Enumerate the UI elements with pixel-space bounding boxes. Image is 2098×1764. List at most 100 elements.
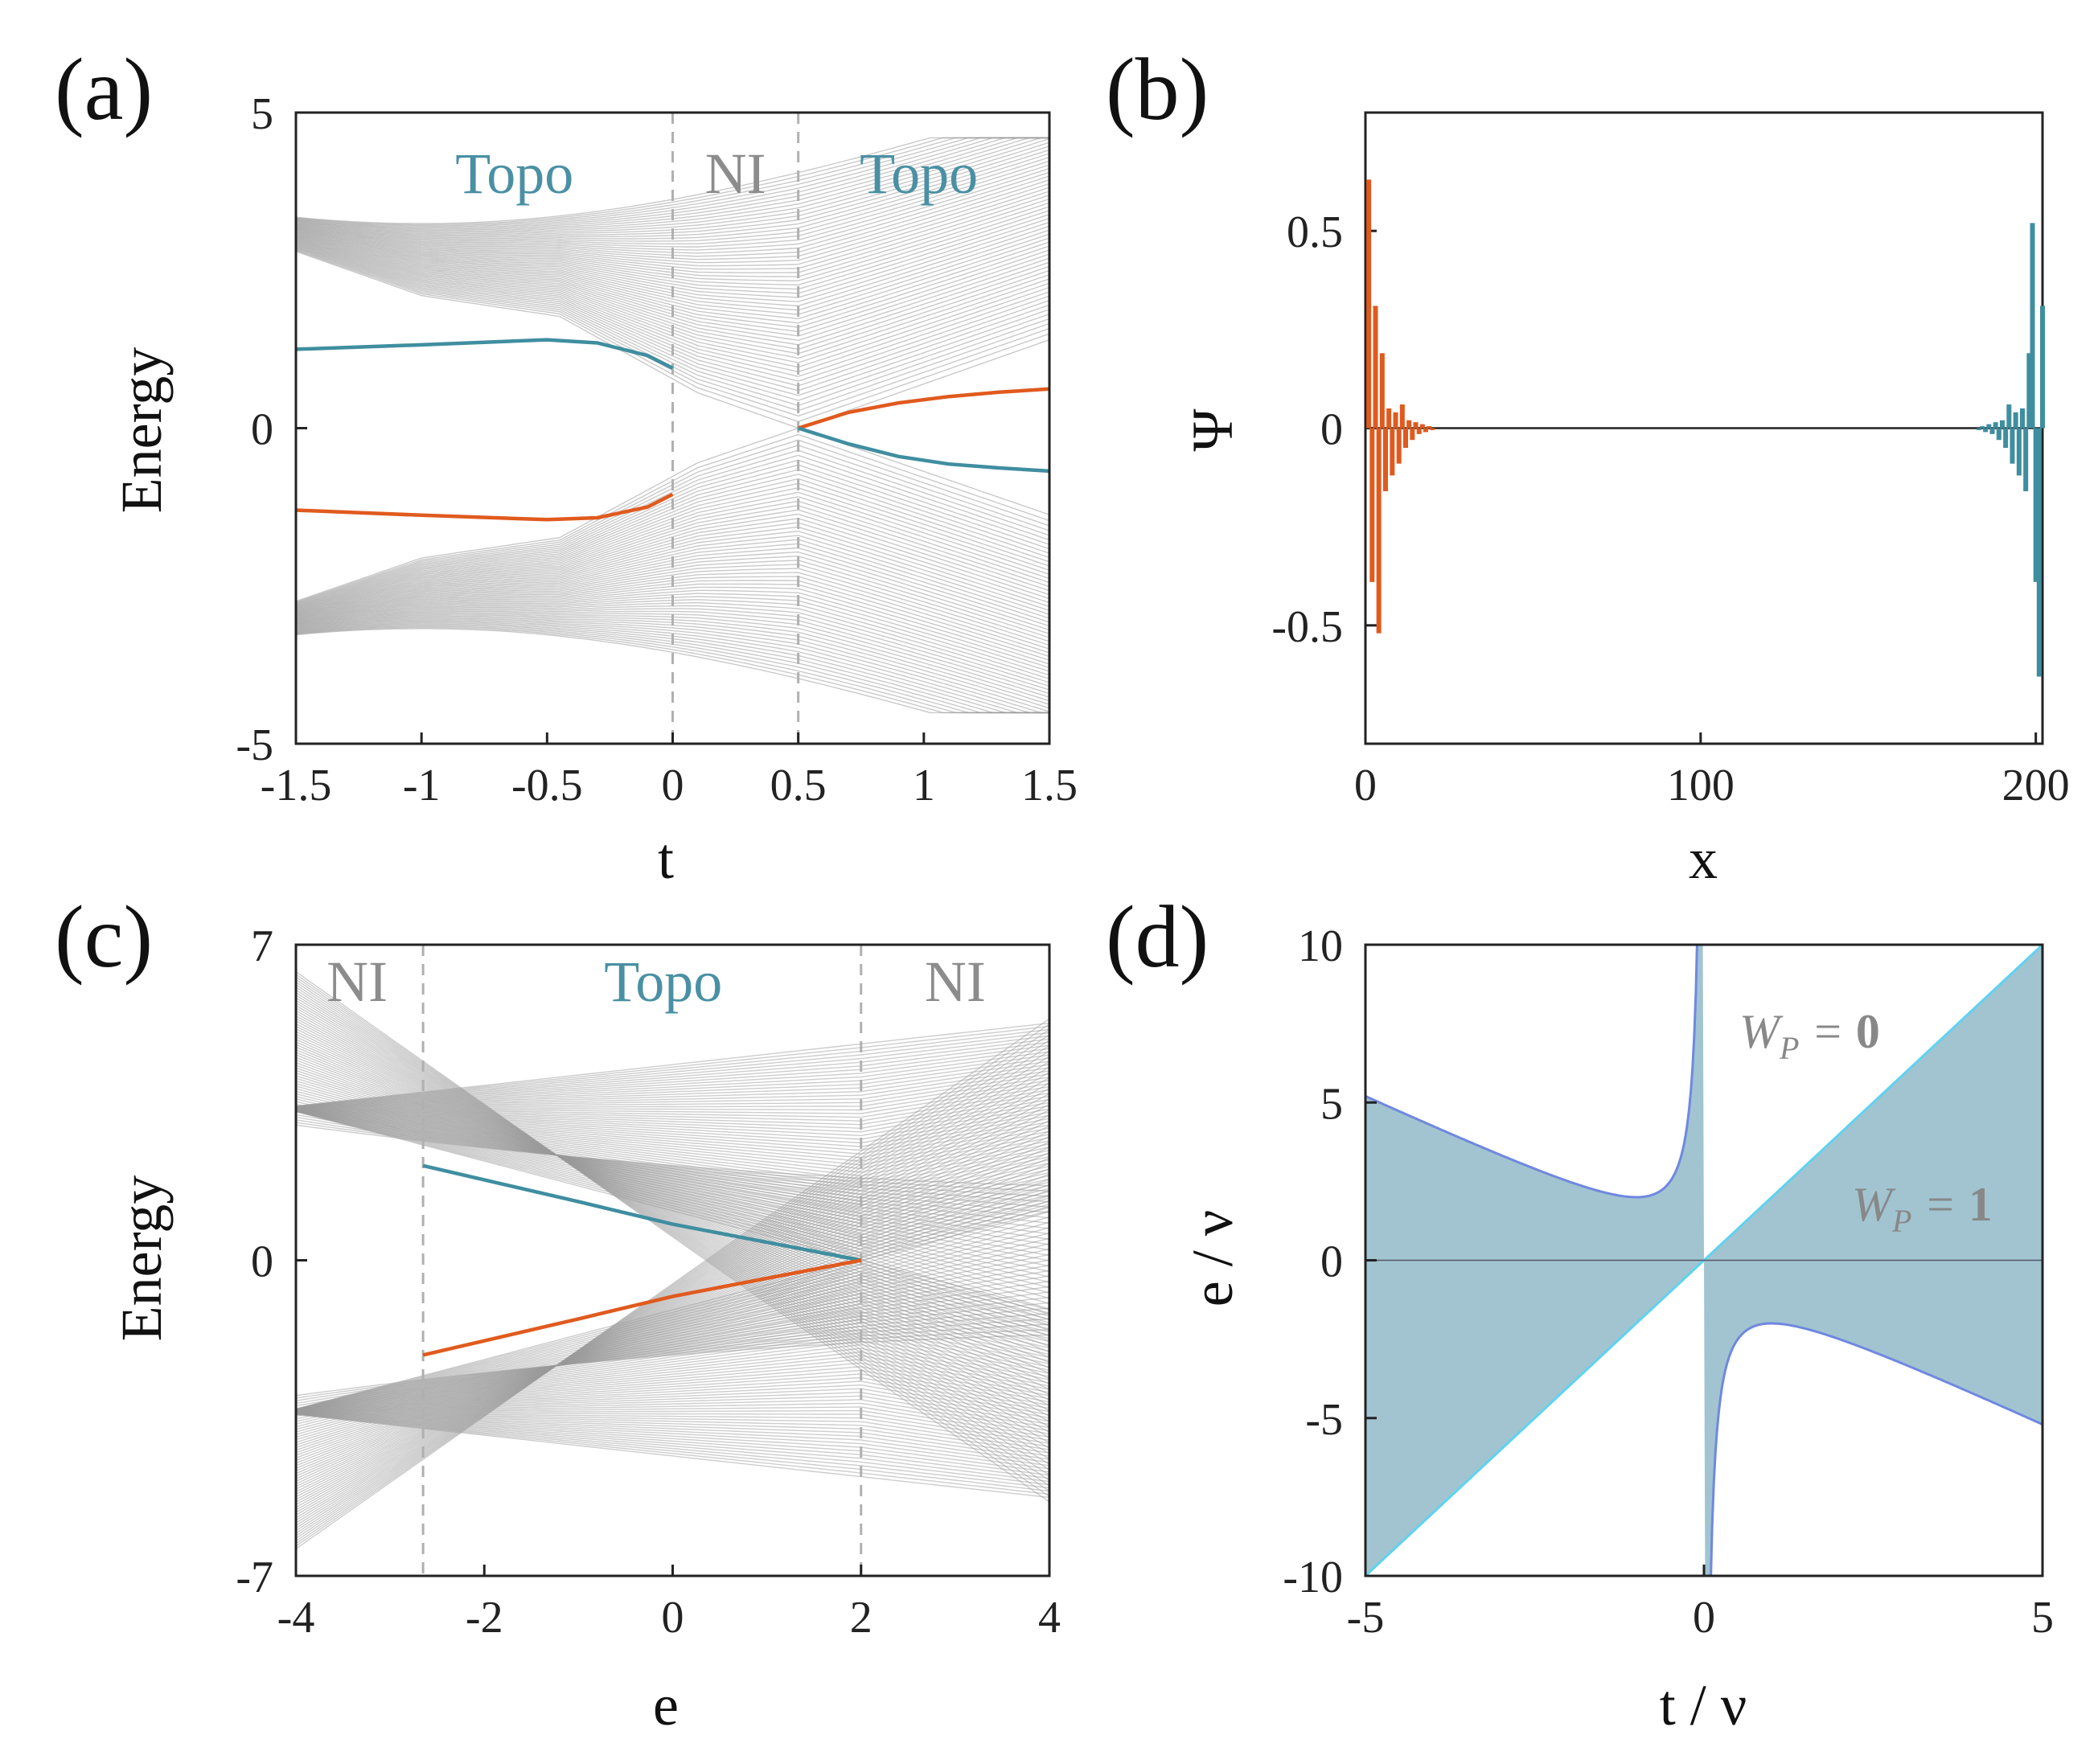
band-line [295, 1101, 1050, 1137]
band-line [295, 1413, 1050, 1476]
band-line [295, 214, 1050, 294]
band-line [295, 1060, 1050, 1108]
wavefunction-bar [1393, 412, 1398, 429]
band-line [295, 1023, 1050, 1396]
band-line [295, 568, 1050, 646]
band-line [295, 1092, 1050, 1126]
band-line [295, 1125, 1050, 1498]
band-line [295, 1119, 1050, 1500]
c-ytick-label: -7 [236, 1553, 273, 1602]
a-xtick-label: 0.5 [770, 761, 827, 810]
band-line [295, 427, 1050, 602]
band-line [295, 1057, 1050, 1108]
d-ytick-label: 10 [1298, 921, 1343, 971]
wavefunction-bar [1423, 428, 1429, 433]
band-line [295, 1344, 1050, 1412]
band-line [295, 1355, 1050, 1413]
panel-d-label: (d) [1106, 888, 1209, 986]
region-label: Topo [860, 142, 978, 206]
a-xtick-label: -1.5 [261, 761, 332, 810]
band-line [295, 1048, 1050, 1108]
band-line [295, 206, 1050, 286]
wavefunction-bar [1399, 404, 1405, 429]
band-line [295, 137, 1050, 236]
panel-a-bulk-bands [295, 137, 1050, 714]
band-line [295, 1413, 1050, 1460]
band-line [295, 504, 1050, 613]
band-line [295, 1024, 1050, 1547]
band-line [295, 156, 1050, 242]
b-xtick-label: 100 [1667, 761, 1735, 810]
band-line [295, 1108, 1050, 1144]
band-line [295, 247, 1050, 401]
wp0-val: 0 [1856, 1005, 1880, 1058]
band-line [295, 539, 1050, 619]
region-label: NI [925, 950, 986, 1014]
band-line [295, 1073, 1050, 1109]
band-line [295, 1114, 1050, 1503]
edge-state-line [798, 387, 1050, 430]
band-line [295, 618, 1049, 714]
band-line [295, 1110, 1050, 1206]
d-ytick-label: 5 [1320, 1079, 1343, 1129]
band-line [295, 1070, 1050, 1109]
band-line [295, 1413, 1050, 1486]
panel-a-chart: (a) -1.5 -1 -0.5 0 0.5 1 1.550-5 Topo NI Topo t … [55, 40, 1078, 891]
band-line [295, 991, 1050, 1460]
band-line [295, 1109, 1050, 1192]
band-line [295, 1108, 1050, 1166]
wavefunction-bar [1430, 428, 1435, 430]
band-line [295, 1028, 1050, 1545]
panel-a-axes: -1.5 -1 -0.5 0 0.5 1 1.5 5 0 -5 [236, 89, 1078, 810]
band-line [295, 183, 1050, 264]
band-line [295, 1018, 1050, 1406]
c-xtick-label: 2 [850, 1593, 872, 1643]
b-xtick-label: 0 [1354, 761, 1377, 810]
band-line [295, 610, 1050, 695]
region-label: NI [326, 950, 388, 1014]
band-line [295, 1093, 1050, 1513]
c-xtick-label: 0 [662, 1593, 684, 1643]
band-line [295, 987, 1050, 1471]
panel-a-label: (a) [55, 40, 153, 138]
band-line [295, 251, 1050, 429]
band-line [295, 1044, 1050, 1108]
band-line [295, 164, 1050, 248]
panel-c-bulk-bands [295, 971, 1050, 1549]
band-line [295, 1413, 1050, 1489]
band-line [295, 1109, 1050, 1199]
band-line [295, 560, 1050, 638]
region-label: Topo [604, 950, 722, 1014]
panel-b-label: (b) [1106, 40, 1209, 138]
band-line [295, 608, 1050, 691]
band-line [295, 1028, 1050, 1107]
a-ytick-label: -5 [236, 720, 273, 770]
band-line [295, 1110, 1050, 1210]
wavefunction-bar [1366, 179, 1372, 429]
band-line [295, 974, 1050, 1497]
wavefunction-bar [1390, 428, 1395, 476]
band-line [295, 1318, 1050, 1412]
band-line [295, 236, 1050, 320]
band-line [295, 1413, 1050, 1454]
band-line [295, 1060, 1050, 1529]
band-line [295, 240, 1050, 351]
wavefunction-bar [1427, 426, 1432, 429]
band-line [296, 1412, 1050, 1444]
band-line [295, 239, 1050, 342]
band-line [295, 1025, 1050, 1390]
band-line [295, 1020, 1050, 1401]
wp0-sub: P [1779, 1030, 1799, 1066]
band-line [295, 1413, 1050, 1492]
band-line [295, 1109, 1050, 1177]
panel-c-region-labels: NI Topo NI [326, 950, 986, 1014]
band-line [295, 1095, 1050, 1130]
band-line [295, 137, 1049, 226]
band-line [295, 1087, 1050, 1516]
wavefunction-bar [2003, 428, 2009, 449]
band-line [295, 187, 1050, 267]
band-line [295, 1010, 1050, 1422]
wavefunction-bar [1413, 422, 1419, 429]
band-line [295, 1413, 1050, 1495]
c-xtick-label: 4 [1038, 1593, 1061, 1643]
